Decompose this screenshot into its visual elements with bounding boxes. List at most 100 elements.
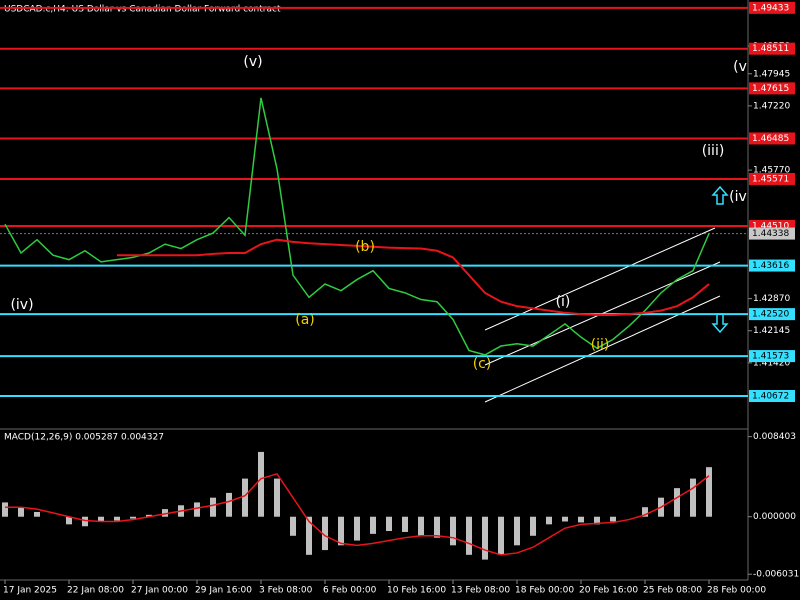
macd-bar <box>562 516 568 522</box>
macd-bar <box>594 516 600 525</box>
macd-bar <box>418 516 424 536</box>
macd-bar <box>210 497 216 517</box>
macd-bar <box>690 478 696 517</box>
wave-label: (ii) <box>591 337 610 353</box>
macd-bar <box>546 516 552 525</box>
level-label: 1.48511 <box>752 44 789 54</box>
wave-label: (iv) <box>10 297 33 313</box>
y-tick-label: 0.008403 <box>753 432 796 442</box>
level-label-box <box>749 172 795 185</box>
macd-bar <box>402 516 408 532</box>
level-label: 1.43616 <box>752 261 789 271</box>
level-label-box <box>749 132 795 145</box>
wave-label: (a) <box>295 312 315 328</box>
up-arrow <box>711 185 729 205</box>
macd-bar <box>706 467 712 517</box>
close-line <box>4 97 710 356</box>
level-label: 1.47615 <box>752 84 789 94</box>
macd-bar <box>322 516 328 551</box>
macd-bar <box>226 492 232 517</box>
y-tick-label: 1.47945 <box>753 69 790 79</box>
macd-bar <box>306 516 312 555</box>
x-tick-label: 29 Jan 16:00 <box>195 586 252 596</box>
y-tick-label: -0.006031 <box>753 570 799 580</box>
x-tick-label: 17 Jan 2025 <box>3 586 57 596</box>
level-label: 1.49433 <box>752 3 789 13</box>
macd-bar <box>130 516 136 519</box>
macd-bar <box>114 516 120 521</box>
macd-bar <box>578 516 584 523</box>
macd-bar <box>450 516 456 546</box>
macd-bar <box>386 516 392 532</box>
x-tick-label: 22 Jan 08:00 <box>67 586 124 596</box>
y-tick-label: 1.41420 <box>753 358 790 368</box>
macd-bar <box>498 516 504 555</box>
y-tick-label: 1.42145 <box>753 326 790 336</box>
y-tick-label: 0.000000 <box>753 512 796 522</box>
level-label: 1.44510 <box>752 221 789 231</box>
macd-bar <box>530 516 536 536</box>
macd-bar <box>34 511 40 517</box>
macd-bar <box>2 502 8 517</box>
macd-bar <box>82 516 88 527</box>
x-tick-label: 20 Feb 16:00 <box>579 586 638 596</box>
level-label-box <box>749 308 795 321</box>
level-label: 1.41573 <box>752 352 789 362</box>
current-price-box <box>749 227 795 240</box>
level-label: 1.46485 <box>752 134 789 144</box>
current-price-label: 1.44338 <box>752 229 789 239</box>
channel-line <box>484 227 716 331</box>
level-label-box <box>749 350 795 363</box>
wave-label: (iv <box>729 189 747 205</box>
macd-bar <box>242 478 248 517</box>
wave-label: (b) <box>355 239 375 255</box>
level-label: 1.45571 <box>752 174 789 184</box>
macd-bar <box>354 516 360 541</box>
macd-bar <box>290 516 296 536</box>
macd-bar <box>162 509 168 517</box>
y-tick-label: 1.42870 <box>753 294 790 304</box>
level-label-box <box>749 259 795 272</box>
macd-bar <box>642 507 648 517</box>
macd-bar <box>370 516 376 534</box>
macd-bar <box>258 451 264 517</box>
x-tick-label: 3 Feb 08:00 <box>259 586 313 596</box>
moving-average-line <box>117 238 710 317</box>
macd-bar <box>338 516 344 546</box>
x-tick-label: 18 Feb 00:00 <box>515 586 574 596</box>
macd-bar <box>66 516 72 525</box>
wave-label: (i) <box>556 294 571 310</box>
level-label-box <box>749 1 795 14</box>
macd-bar <box>146 514 152 517</box>
x-tick-label: 6 Feb 00:00 <box>323 586 377 596</box>
level-label: 1.42520 <box>752 310 789 320</box>
macd-bar <box>194 502 200 517</box>
level-label: 1.40672 <box>752 392 789 402</box>
macd-bar <box>18 507 24 517</box>
macd-bar <box>274 478 280 517</box>
y-tick-label: 1.45770 <box>753 166 790 176</box>
level-label-box <box>749 42 795 55</box>
macd-title: MACD(12,26,9) 0.005287 0.004327 <box>4 433 164 443</box>
level-label-box <box>749 390 795 403</box>
macd-bar <box>466 516 472 555</box>
level-label-box <box>749 82 795 95</box>
x-tick-label: 28 Feb 00:00 <box>707 586 766 596</box>
y-tick-label: 1.47220 <box>753 101 790 111</box>
wave-label: (iii) <box>702 143 725 159</box>
x-tick-label: 13 Feb 08:00 <box>451 586 510 596</box>
wave-label: (v) <box>243 54 262 70</box>
macd-bar <box>674 488 680 517</box>
wave-label: (v <box>733 59 747 75</box>
chart-title: USDCAD.c,H4: US Dollar vs Canadian Dolla… <box>4 5 281 15</box>
signal-line <box>5 472 710 556</box>
x-tick-label: 25 Feb 08:00 <box>643 586 702 596</box>
wave-label: (c) <box>473 356 492 372</box>
macd-bar <box>434 516 440 538</box>
x-tick-label: 10 Feb 16:00 <box>387 586 446 596</box>
macd-bar <box>482 516 488 560</box>
x-tick-label: 27 Jan 00:00 <box>131 586 188 596</box>
macd-bar <box>514 516 520 546</box>
